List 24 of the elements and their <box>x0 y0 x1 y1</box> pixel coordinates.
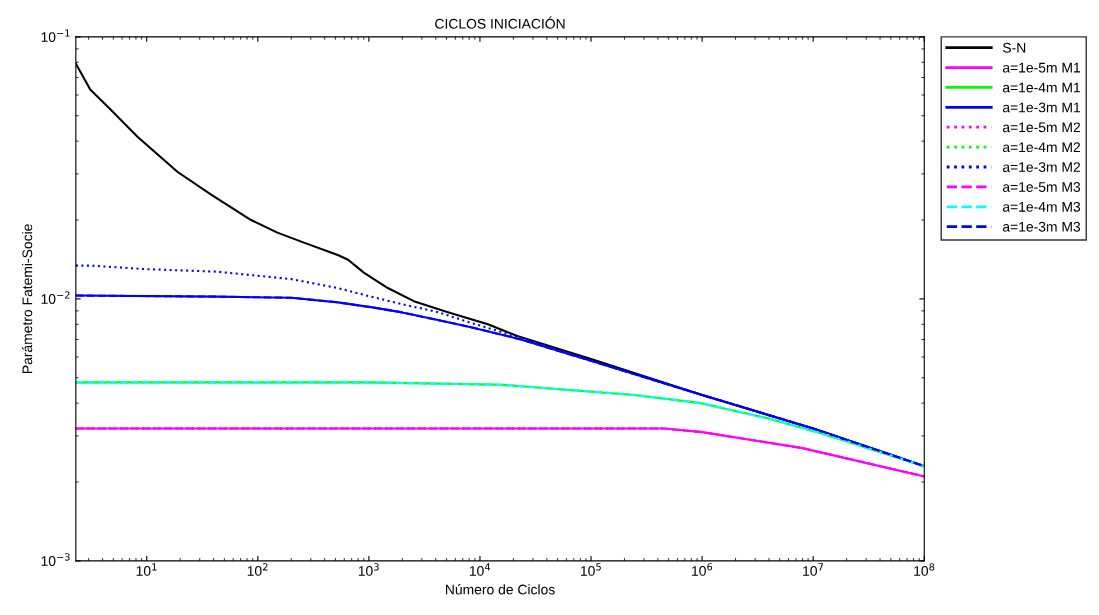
chart-title: CICLOS INICIACIÓN <box>435 16 565 29</box>
legend-label: a=1e-3m M2 <box>1002 162 1080 173</box>
x-tick-label: 10$^{3}$ <box>358 563 379 576</box>
x-tick-label: 10$^{1}$ <box>136 563 157 576</box>
legend-label: S-N <box>1002 42 1026 53</box>
y-tick-label: 10$^{−2}$ <box>41 291 70 304</box>
y-axis-title: Parámetro Fatemi-Socie <box>21 224 33 373</box>
y-tick-label: 10$^{−3}$ <box>41 553 70 566</box>
x-tick-label: 10$^{4}$ <box>469 563 491 576</box>
legend-label: a=1e-4m M2 <box>1002 142 1080 153</box>
x-tick-label: 10$^{7}$ <box>803 563 824 576</box>
y-tick-label: 10$^{−1}$ <box>41 29 70 42</box>
legend-label: a=1e-4m M3 <box>1002 201 1081 212</box>
legend-label: a=1e-5m M3 <box>1002 182 1081 192</box>
legend-label: a=1e-3m M1 <box>1002 102 1081 113</box>
legend-label: a=1e-4m M1 <box>1002 82 1081 93</box>
x-tick-label: 10$^{5}$ <box>580 563 601 576</box>
x-axis-title: Número de Ciclos <box>446 584 555 595</box>
legend-label: a=1e-5m M2 <box>1002 122 1080 133</box>
x-tick-label: 10$^{8}$ <box>914 563 935 576</box>
x-tick-label: 10$^{6}$ <box>692 563 713 576</box>
legend-label: a=1e-5m M1 <box>1002 62 1081 73</box>
legend-label: a=1e-3m M3 <box>1002 221 1081 232</box>
x-tick-label: 10$^{2}$ <box>247 563 268 576</box>
